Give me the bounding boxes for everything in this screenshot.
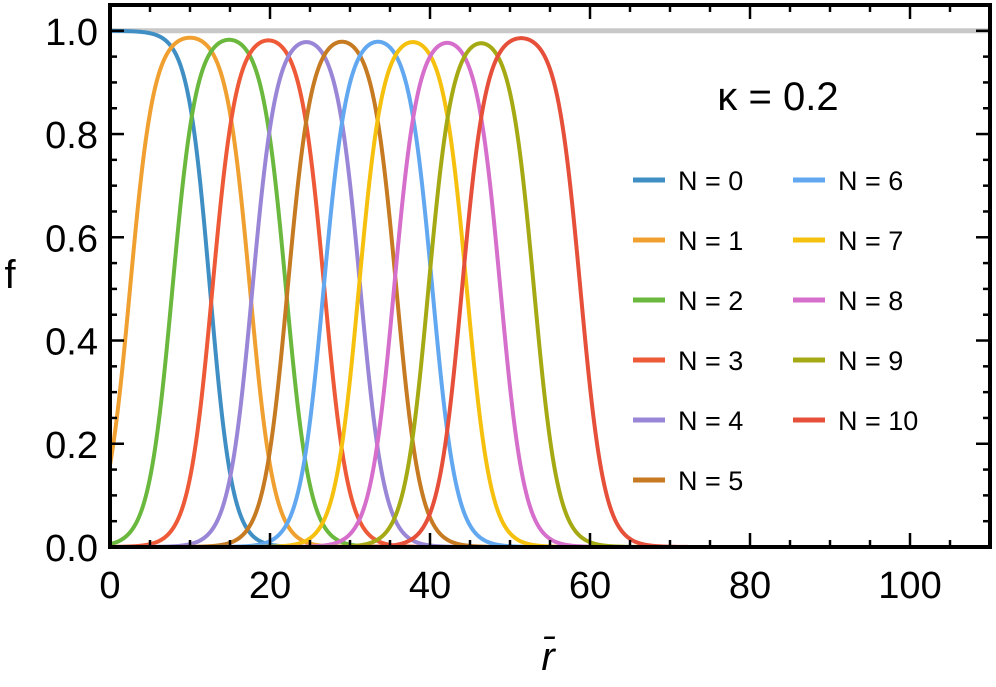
series-line-n2 <box>110 37 990 547</box>
legend-label-n9: N = 9 <box>838 346 903 376</box>
x-tick-labels: 0 20 40 60 80 100 <box>99 565 941 607</box>
series-line-n3 <box>110 38 990 547</box>
y-tick-labels: 0.0 0.2 0.4 0.6 0.8 1.0 <box>45 12 98 570</box>
kappa-annotation: κ = 0.2 <box>717 75 838 119</box>
x-tick-label: 60 <box>569 565 611 607</box>
legend-label-n10: N = 10 <box>838 406 918 436</box>
legend-label-n0: N = 0 <box>678 166 743 196</box>
series-line-n9 <box>110 41 990 547</box>
legend: N = 0 N = 1 N = 2 N = 3 N = 4 N = 5 N = 6 N = 7… <box>633 166 918 496</box>
y-tick-label: 0.2 <box>45 425 98 467</box>
x-tick-label: 100 <box>878 565 941 607</box>
x-tick-label: 80 <box>729 565 771 607</box>
legend-label-n7: N = 7 <box>838 226 903 256</box>
legend-label-n6: N = 6 <box>838 166 903 196</box>
series-line-n1 <box>110 35 990 547</box>
legend-label-n8: N = 8 <box>838 286 903 316</box>
series-line-n0 <box>110 28 990 547</box>
series-line-n5 <box>110 39 990 547</box>
series-line-n4 <box>110 40 990 547</box>
x-tick-label: 20 <box>249 565 291 607</box>
legend-label-n3: N = 3 <box>678 346 743 376</box>
legend-label-n2: N = 2 <box>678 286 743 316</box>
legend-label-n1: N = 1 <box>678 226 743 256</box>
series-line-n10 <box>110 36 990 547</box>
x-axis-label: r̄ <box>541 635 556 679</box>
y-tick-label: 0.6 <box>45 218 98 260</box>
legend-label-n4: N = 4 <box>678 406 743 436</box>
y-tick-label: 0.8 <box>45 115 98 157</box>
x-tick-label: 40 <box>409 565 451 607</box>
ticks-layer <box>110 5 992 547</box>
y-tick-label: 1.0 <box>45 12 98 54</box>
plot-frame <box>108 3 992 549</box>
x-tick-label: 0 <box>99 565 120 607</box>
y-tick-label: 0.4 <box>45 322 98 364</box>
legend-label-n5: N = 5 <box>678 466 743 496</box>
y-axis-label: f <box>4 253 16 297</box>
y-tick-label: 0.0 <box>45 528 98 570</box>
